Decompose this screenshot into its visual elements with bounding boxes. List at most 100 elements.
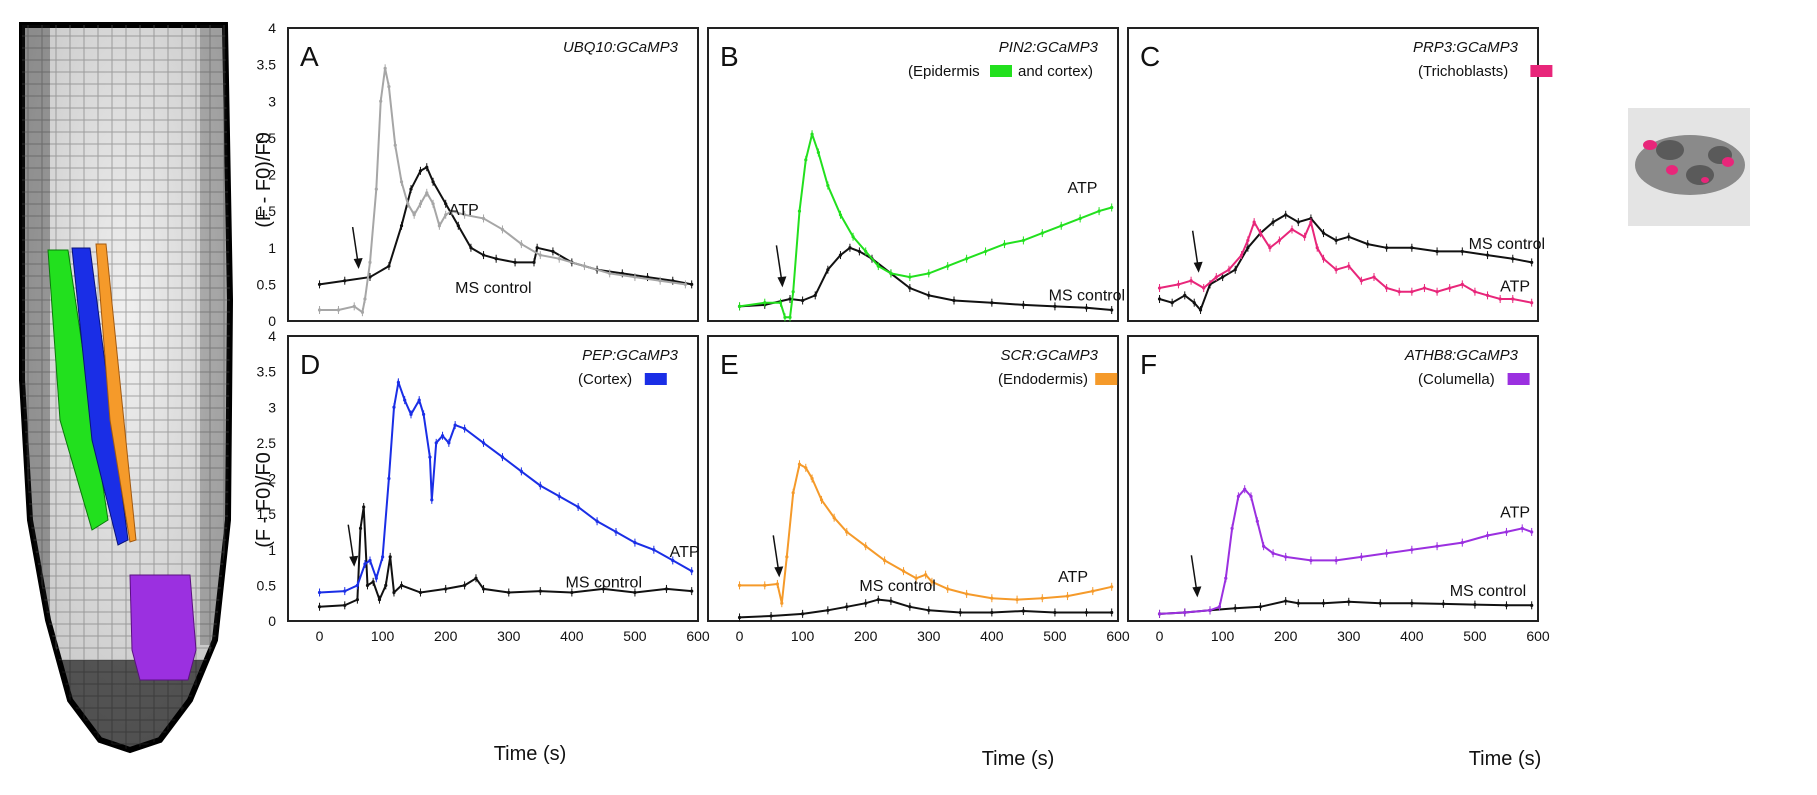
y-tick-label: 0.5 [257,577,277,593]
data-point [1214,275,1218,279]
data-point [763,301,767,305]
panel-letter-d: D [300,349,320,380]
legend-text-b: (Epidermis [908,63,980,80]
data-point [845,530,849,534]
data-point [1176,282,1181,286]
data-point [1359,279,1363,283]
data-point [990,610,994,615]
data-point [406,202,410,206]
y-axis-label-top: (F - F0)/F0 [253,132,275,228]
series-line [319,378,693,594]
panel-frame-f [1127,335,1539,622]
data-point [393,143,397,147]
data-point [1097,209,1101,213]
data-point [360,310,365,314]
series-line [739,462,1112,604]
data-point [965,592,969,596]
data-point [343,603,347,607]
x-tick-label: 400 [560,628,584,644]
data-point [1246,238,1250,243]
data-point [1441,602,1445,606]
data-point [336,308,341,312]
data-point [551,249,555,254]
panel-letter-a: A [300,41,319,72]
series-label-atp-c: ATP [1500,279,1530,296]
data-point [317,308,322,312]
data-point [538,253,542,257]
data-point [845,605,849,609]
data-point [456,224,460,228]
data-point [1233,268,1237,272]
data-point [1268,246,1272,250]
data-point [519,242,523,246]
data-point [1277,238,1281,243]
data-point [838,213,843,217]
series-line [1159,213,1532,312]
data-point [444,213,448,217]
series-label-ms-e: MS control [859,578,935,595]
data-point [358,526,363,530]
series-label-ms-b: MS control [1049,287,1125,304]
data-point [864,544,868,548]
data-point [396,380,400,384]
data-point [365,583,370,587]
chart-panel-b: B PIN2:GCaMP3 (Epidermis and cortex) ATP MS c… [707,27,1125,322]
data-point [763,583,767,587]
data-point [1040,231,1044,235]
data-point [417,398,421,402]
data-point [1435,544,1439,548]
series-ms-control-d [317,503,694,611]
data-point [374,187,378,191]
data-point [1530,301,1534,305]
data-point [785,555,789,559]
data-point [908,605,912,609]
data-point [1217,605,1222,609]
data-point [1485,253,1490,257]
data-point [352,304,356,308]
data-point [447,441,451,445]
x-tick-label: 300 [1337,628,1361,644]
treatment-arrow-e [772,535,784,578]
data-point [371,580,375,584]
data-point [1157,612,1162,616]
data-point [1208,608,1212,612]
series-label-atp-a: ATP [449,202,479,219]
data-point [816,150,820,155]
data-point [387,476,391,481]
data-point [535,246,539,250]
y-tick-label: 0 [268,313,276,329]
chart-panel-a: A UBQ10:GCaMP3 0 0.5 1 1.5 2 2.5 3 3.5 4 ATP MS cont… [257,20,699,329]
data-point [778,301,783,305]
data-point [1485,293,1490,297]
x-tick-label: 0 [316,628,324,644]
panel-frame-b [707,27,1119,322]
data-point [381,555,385,559]
x-axis-label-d: Time (s) [494,743,567,765]
epidermis-cells [47,249,109,531]
y-tick-label: 2.5 [257,130,277,146]
x-tick-label: 100 [371,628,395,644]
data-point [983,249,988,254]
series-label-atp-d: ATP [670,544,700,561]
data-point [570,590,574,595]
data-point [1157,297,1162,301]
panel-title-c: PRP3:GCaMP3 [1413,39,1519,56]
data-point [801,298,805,303]
data-point [1303,235,1307,239]
data-point [791,290,795,294]
data-point [1053,304,1057,308]
data-point [1040,596,1044,600]
x-tick-label: 0 [1156,628,1164,644]
y-tick-label: 2.5 [257,435,277,451]
endodermis-cells [95,243,137,543]
data-point [804,466,808,470]
data-point [1233,606,1237,610]
data-point [1015,598,1019,602]
data-point [1084,610,1089,615]
x-tick-label: 100 [791,628,815,644]
trichoblast-inset [1628,108,1750,226]
data-point [1021,238,1025,243]
data-point [1202,286,1206,290]
data-point [1239,253,1244,257]
data-point [1271,551,1275,555]
